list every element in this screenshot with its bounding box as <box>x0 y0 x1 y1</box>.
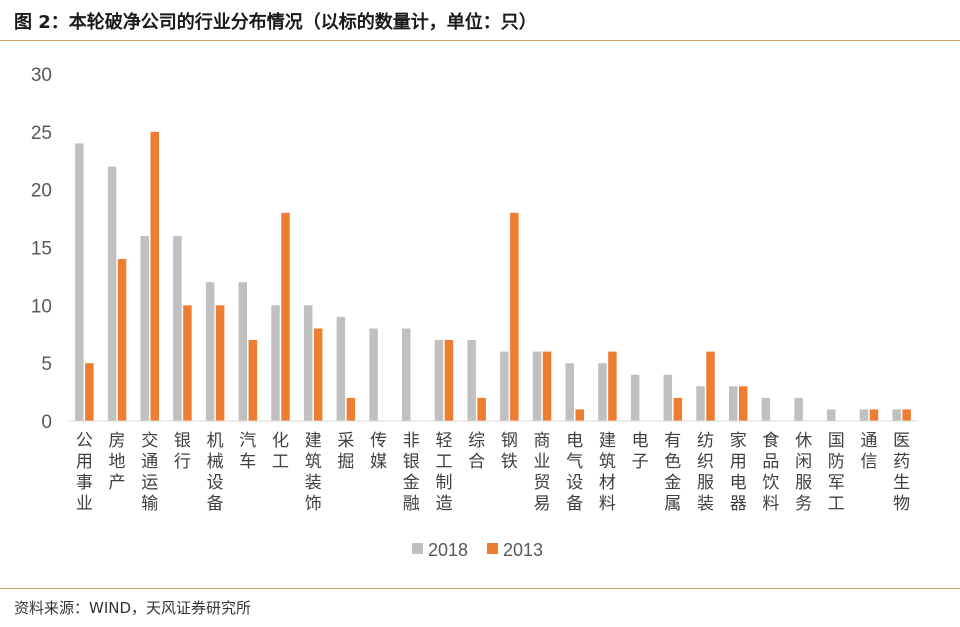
y-tick-label: 0 <box>41 412 52 433</box>
x-category-label: 商业贸易 <box>534 431 551 514</box>
x-category-label: 银行 <box>174 431 191 472</box>
x-axis-categories: 公用事业房地产交通运输银行机械设备汽车化工建筑装饰采掘传媒非银金融轻工制造综合钢… <box>76 431 910 514</box>
bar-chart: 0 5 10 15 20 25 30 公用事业房地产交通运输银行机械设备汽车化工建筑装饰采掘… <box>31 65 918 560</box>
bar-2018-9[interactable] <box>336 316 346 421</box>
legend-label-2018: 2018 <box>428 540 468 560</box>
y-tick-label: 20 <box>31 181 52 202</box>
x-category-label: 通信 <box>860 431 877 472</box>
bar-2018-6[interactable] <box>238 282 248 421</box>
bar-2013-7[interactable] <box>281 212 290 421</box>
bar-2018-8[interactable] <box>303 305 313 421</box>
bar-2018-13[interactable] <box>467 340 476 421</box>
bar-2018-22[interactable] <box>761 397 771 421</box>
x-category-label: 休闲服务 <box>795 431 812 514</box>
x-category-label: 机械设备 <box>207 431 224 514</box>
bar-2013-12[interactable] <box>444 340 454 421</box>
x-category-label: 家用电器 <box>730 431 747 514</box>
bar-series <box>75 131 911 421</box>
x-category-label: 传媒 <box>370 431 387 472</box>
bar-2013-17[interactable] <box>608 351 617 421</box>
bar-2013-26[interactable] <box>902 409 911 421</box>
bar-2013-5[interactable] <box>215 305 225 421</box>
y-axis: 0 5 10 15 20 25 30 <box>31 65 52 433</box>
x-category-label: 食品饮料 <box>762 431 779 514</box>
x-category-label: 非银金融 <box>403 431 420 514</box>
x-category-label: 国防军工 <box>828 431 845 514</box>
bar-2018-5[interactable] <box>205 282 215 421</box>
bar-2018-7[interactable] <box>271 305 280 421</box>
bar-2018-24[interactable] <box>827 409 836 421</box>
bar-2013-3[interactable] <box>150 131 159 421</box>
y-tick-label: 5 <box>41 354 52 375</box>
x-category-label: 化工 <box>272 431 289 472</box>
bar-2018-25[interactable] <box>859 409 869 421</box>
x-category-label: 医药生物 <box>893 431 910 514</box>
bar-2018-3[interactable] <box>140 235 149 421</box>
x-category-label: 交通运输 <box>141 431 158 514</box>
x-category-label: 汽车 <box>239 431 256 472</box>
legend[interactable]: 2018 2013 <box>412 540 543 560</box>
bar-2018-11[interactable] <box>402 328 411 421</box>
bar-2013-9[interactable] <box>346 397 356 421</box>
bar-2013-13[interactable] <box>477 397 486 421</box>
bar-2013-14[interactable] <box>510 212 519 421</box>
y-tick-label: 30 <box>31 65 52 86</box>
source-divider <box>0 588 960 589</box>
bar-2013-15[interactable] <box>542 351 552 421</box>
x-category-label: 有色金属 <box>664 431 681 514</box>
bar-2013-16[interactable] <box>575 409 584 421</box>
bar-2013-25[interactable] <box>869 409 879 421</box>
bar-2013-20[interactable] <box>706 351 715 421</box>
bar-2018-4[interactable] <box>173 235 182 421</box>
title-divider <box>0 40 960 41</box>
bar-2013-4[interactable] <box>183 305 192 421</box>
bar-2018-10[interactable] <box>369 328 378 421</box>
x-category-label: 综合 <box>468 431 485 472</box>
legend-label-2013: 2013 <box>503 540 543 560</box>
bar-2018-17[interactable] <box>598 363 607 421</box>
x-category-label: 轻工制造 <box>435 431 452 514</box>
bar-2013-8[interactable] <box>313 328 323 421</box>
bar-2018-12[interactable] <box>434 340 444 421</box>
bar-2018-19[interactable] <box>663 374 673 421</box>
bar-2018-26[interactable] <box>892 409 901 421</box>
bar-2018-21[interactable] <box>728 386 738 421</box>
bar-2013-1[interactable] <box>85 363 94 421</box>
x-category-label: 钢铁 <box>501 431 518 472</box>
bar-2018-20[interactable] <box>696 386 705 421</box>
bar-2018-18[interactable] <box>630 374 640 421</box>
y-tick-label: 10 <box>31 296 52 317</box>
x-category-label: 房地产 <box>109 431 126 493</box>
x-category-label: 采掘 <box>337 431 354 472</box>
bar-2018-16[interactable] <box>565 363 574 421</box>
bar-2018-2[interactable] <box>107 166 117 421</box>
legend-swatch-2018 <box>412 543 423 554</box>
bar-2013-6[interactable] <box>248 340 258 421</box>
bar-2013-21[interactable] <box>738 386 748 421</box>
x-category-label: 公用事业 <box>76 431 93 514</box>
x-category-label: 建筑装饰 <box>305 431 322 514</box>
x-category-label: 纺织服装 <box>697 431 714 514</box>
bar-2018-23[interactable] <box>794 397 803 421</box>
bar-2013-19[interactable] <box>673 397 683 421</box>
bar-2013-2[interactable] <box>117 259 127 421</box>
x-category-label: 电气设备 <box>566 431 583 514</box>
y-tick-label: 15 <box>31 239 52 260</box>
bar-2018-14[interactable] <box>500 351 509 421</box>
source-note: 资料来源：WIND，天风证券研究所 <box>14 599 252 617</box>
x-category-label: 建筑材料 <box>599 431 616 514</box>
chart-title: 图 2：本轮破净公司的行业分布情况（以标的数量计，单位：只） <box>14 12 537 33</box>
bar-2018-1[interactable] <box>75 143 84 421</box>
legend-swatch-2013 <box>487 543 498 554</box>
bar-2018-15[interactable] <box>532 351 542 421</box>
y-tick-label: 25 <box>31 123 52 144</box>
x-category-label: 电子 <box>632 431 649 472</box>
